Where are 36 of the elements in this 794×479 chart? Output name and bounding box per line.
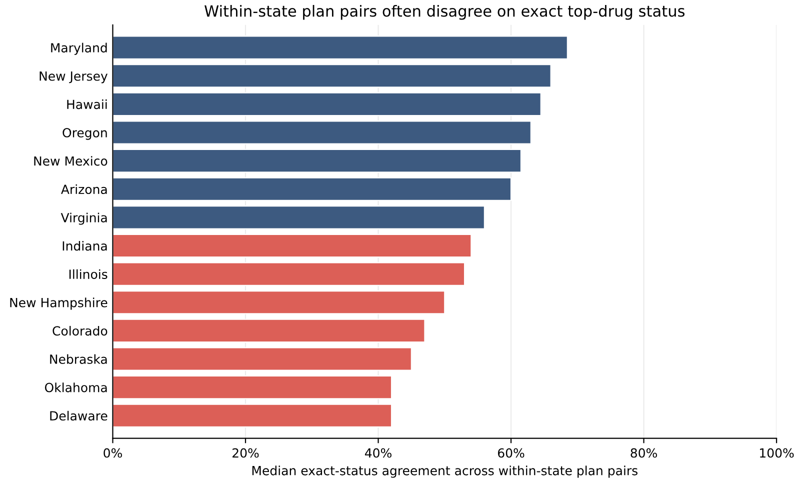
bar [112, 206, 486, 230]
y-tick-label: Maryland [51, 42, 107, 55]
y-tick-label: New Jersey [40, 72, 108, 84]
x-axis-title: Median exact-status agreement across within-state plan pairs [252, 466, 638, 478]
bar [112, 92, 542, 116]
y-tick-label: Virginia [60, 212, 107, 225]
x-tick-label: 80% [630, 448, 657, 458]
bar [112, 177, 512, 202]
bar [112, 262, 466, 286]
y-tick-label: New Mexico [34, 156, 108, 166]
x-tick-label: 40% [364, 448, 392, 458]
x-tick-label: 0% [104, 448, 122, 458]
y-tick-label: Oklahoma [44, 382, 107, 392]
y-tick-label: Indiana [62, 241, 107, 251]
y-tick-label: Nebraska [50, 354, 107, 364]
bar [112, 375, 392, 400]
y-tick-label: Arizona [61, 184, 107, 194]
y-tick-label: Oregon [62, 128, 107, 140]
bar [112, 36, 568, 60]
chart-title: Within-state plan pairs often disagree on exact top-drug status [204, 4, 685, 20]
y-tick-label: Delaware [50, 410, 108, 421]
bar [112, 148, 522, 173]
bar [112, 64, 552, 88]
bar [112, 404, 392, 428]
bar [112, 290, 446, 314]
x-tick-label: 20% [232, 448, 259, 458]
x-tick-label: 60% [498, 448, 524, 458]
y-tick-label: Illinois [69, 269, 108, 279]
bar [112, 120, 532, 144]
bar [112, 318, 426, 343]
x-tick-label: 100% [760, 448, 794, 458]
y-tick-label: Hawaii [67, 99, 107, 110]
y-tick-label: New Hampshire [10, 298, 108, 310]
y-tick-label: Colorado [52, 326, 108, 336]
bar [112, 347, 412, 371]
bar [112, 234, 472, 258]
